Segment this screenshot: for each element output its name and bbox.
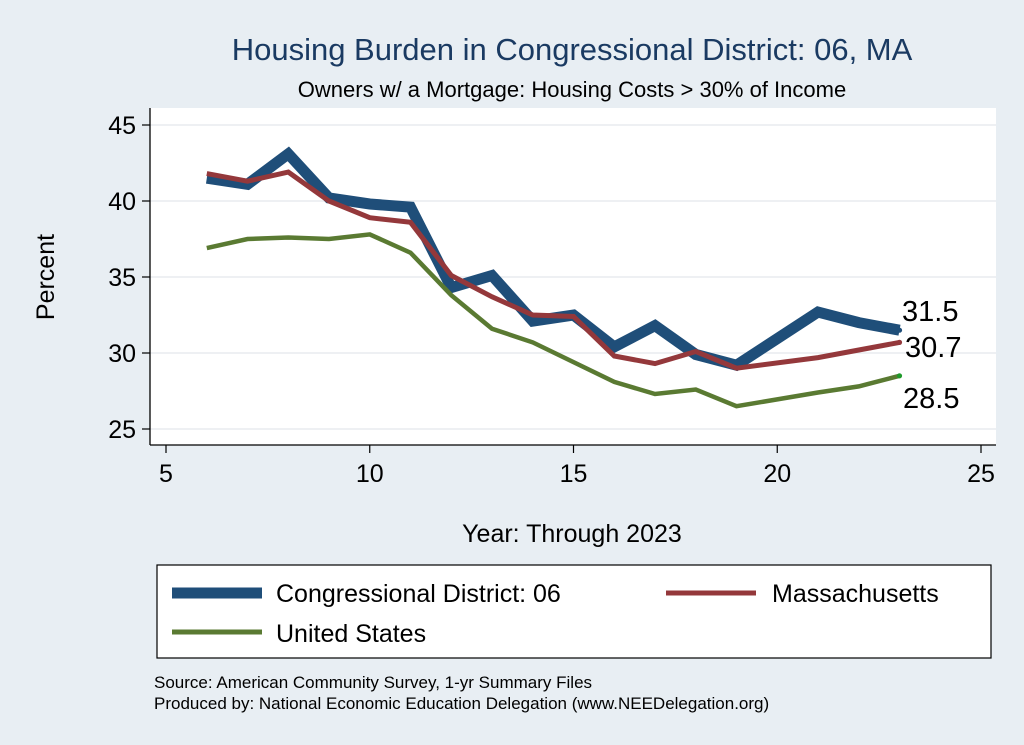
series-line-cd06 [205, 146, 901, 372]
y-tick-label-45: 45 [108, 112, 136, 140]
y-tick-label-30: 30 [108, 340, 136, 368]
source-note: Source: American Community Survey, 1-yr … [154, 673, 592, 692]
legend-box [156, 564, 992, 659]
end-labels: 31.5 30.7 28.5 [902, 296, 961, 415]
producer-note: Produced by: National Economic Education… [154, 694, 769, 713]
x-tick-label-25: 25 [967, 460, 995, 488]
legend-label-united-states: United States [276, 620, 426, 648]
x-tick-label-15: 15 [560, 460, 588, 488]
y-tick-label-35: 35 [108, 264, 136, 292]
series-line-massachusetts [206, 169, 900, 371]
grid-lines [150, 124, 996, 430]
axes: 25 30 35 40 45 5 10 15 20 25 [108, 108, 996, 488]
x-tick-label-10: 10 [356, 460, 384, 488]
end-label-massachusetts: 30.7 [905, 332, 961, 364]
end-label-united-states: 28.5 [903, 383, 959, 415]
series-lines [205, 146, 903, 409]
series-end-point-cd06 [896, 327, 903, 333]
series-end-point-massachusetts [896, 339, 903, 345]
y-tick-label-40: 40 [108, 188, 136, 216]
legend: Congressional District: 06 Massachusetts… [156, 564, 992, 659]
legend-label-cd06: Congressional District: 06 [276, 580, 561, 608]
y-axis-label: Percent [32, 234, 60, 320]
end-label-cd06: 31.5 [902, 296, 958, 328]
chart-title: Housing Burden in Congressional District… [232, 32, 913, 67]
x-tick-label-5: 5 [159, 460, 173, 488]
x-tick-label-20: 20 [763, 460, 791, 488]
legend-label-massachusetts: Massachusetts [772, 580, 939, 608]
chart-subtitle: Owners w/ a Mortgage: Housing Costs > 30… [298, 77, 846, 102]
series-end-point-united-states [896, 373, 903, 379]
series-line-united-states [206, 232, 901, 409]
y-tick-label-25: 25 [108, 416, 136, 444]
x-axis-label: Year: Through 2023 [462, 520, 682, 548]
